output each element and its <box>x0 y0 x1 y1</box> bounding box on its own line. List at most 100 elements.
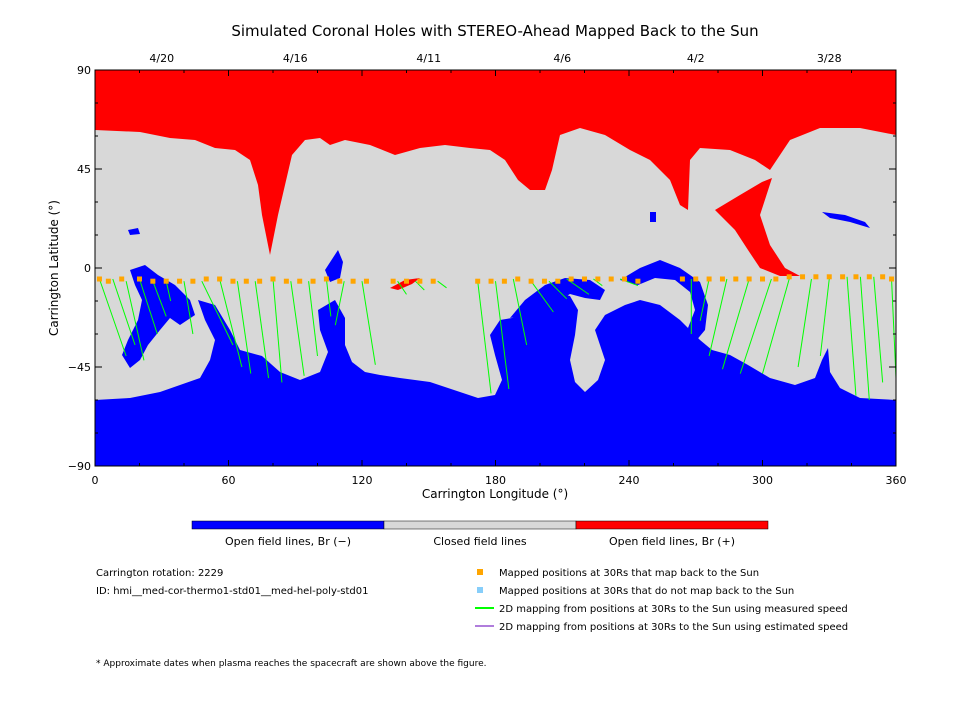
mapped-point <box>622 276 628 282</box>
colorbar-negative-swatch <box>191 520 385 530</box>
model-id-text: ID: hmi__med-cor-thermo1-std01__med-hel-… <box>96 586 369 597</box>
mapped-point <box>635 278 641 284</box>
mapped-point <box>105 278 111 284</box>
mapping-line <box>512 278 528 346</box>
mapped-point <box>283 278 289 284</box>
mapping-line <box>495 281 510 390</box>
negative-lobe-small-1 <box>325 250 343 282</box>
mapped-point <box>760 276 765 282</box>
mapped-point <box>150 278 156 284</box>
mapped-point <box>880 274 886 280</box>
mapped-point <box>515 276 521 282</box>
mapping-line <box>165 281 172 302</box>
mapping-line <box>530 280 554 313</box>
mapping-line <box>699 278 710 321</box>
top-date-label: 4/6 <box>553 52 571 65</box>
legend: Mapped positions at 30Rs that map back t… <box>475 568 848 633</box>
mapped-point <box>733 276 739 282</box>
top-date-label: 3/28 <box>817 52 842 65</box>
mapped-point <box>404 278 409 284</box>
mapped-point <box>203 276 209 282</box>
mapped-point <box>488 278 494 284</box>
mapped-point <box>257 278 263 284</box>
coronal-map: 0 60 120 180 240 300 360 90 45 0 −45 −90 4/20 4/16 4/1… <box>68 52 907 487</box>
colorbar-label-positive: Open field lines, Br (+) <box>609 535 735 548</box>
mapping-line <box>762 278 790 374</box>
mapping-line <box>125 281 145 361</box>
mapped-point <box>800 274 806 280</box>
mapped-point <box>541 278 547 284</box>
mapping-line <box>873 276 884 383</box>
mapping-line <box>98 278 127 357</box>
mapped-point <box>853 274 859 280</box>
y-tick-label: 0 <box>84 262 91 275</box>
mapping-line <box>254 281 270 379</box>
y-tick-label: −45 <box>68 361 91 374</box>
mapped-point <box>417 278 423 284</box>
mapping-line <box>819 278 830 357</box>
mapping-line <box>361 281 376 365</box>
mapping-line <box>201 280 234 346</box>
mapping-line <box>325 278 332 317</box>
top-date-label: 4/16 <box>283 52 308 65</box>
legend-lightblue-square-icon <box>477 587 483 593</box>
north-positive-polar-region <box>95 70 896 255</box>
mapping-line <box>139 278 158 335</box>
mapping-line <box>739 278 772 374</box>
legend-label-estimated: 2D mapping from positions at 30Rs to the… <box>499 622 848 633</box>
mapped-points <box>96 274 895 284</box>
mapped-point <box>840 274 846 280</box>
top-date-label: 4/2 <box>687 52 705 65</box>
negative-lobe-center <box>510 278 605 318</box>
x-tick-label: 240 <box>619 474 640 487</box>
mapped-point <box>230 278 236 284</box>
mapped-point <box>337 278 343 284</box>
mapping-line <box>721 278 750 370</box>
mapping-line <box>183 281 194 335</box>
mapping-line <box>290 281 305 376</box>
negative-lobe-right <box>620 260 708 342</box>
mapping-line <box>272 278 283 383</box>
mapped-point <box>773 276 779 282</box>
mapping-line <box>891 278 896 379</box>
mapped-point <box>608 276 614 282</box>
mapped-point <box>528 278 534 284</box>
mapped-point <box>363 278 369 284</box>
mapped-point <box>501 278 507 284</box>
colorbar-positive-swatch <box>575 520 769 530</box>
mapped-point <box>323 276 329 282</box>
y-tick-label: 90 <box>77 64 91 77</box>
mapped-point <box>719 276 725 282</box>
mapping-line <box>152 281 167 317</box>
mapping-line <box>846 276 857 396</box>
mapped-point <box>555 278 561 284</box>
mapped-point <box>706 276 712 282</box>
positive-streak-region <box>390 278 420 290</box>
mapped-point <box>217 276 223 282</box>
x-tick-label: 60 <box>222 474 236 487</box>
top-date-label: 4/20 <box>149 52 174 65</box>
mapping-line <box>859 276 870 401</box>
mapped-point <box>693 276 699 282</box>
mapping-line <box>797 278 812 368</box>
mapped-point <box>786 274 792 280</box>
x-tick-label: 180 <box>485 474 506 487</box>
mapping-line <box>477 281 492 394</box>
legend-label-measured: 2D mapping from positions at 30Rs to the… <box>499 604 848 615</box>
mapping-line <box>219 278 243 368</box>
mapped-point <box>889 276 895 282</box>
mapped-point <box>679 276 685 282</box>
axes: 0 60 120 180 240 300 360 90 45 0 −45 −90 4/20 4/16 4/1… <box>68 52 907 487</box>
legend-orange-square-icon <box>477 569 483 575</box>
mapped-point <box>270 276 276 282</box>
mapped-point <box>568 276 574 282</box>
colorbar-label-negative: Open field lines, Br (−) <box>225 535 351 548</box>
y-axis-label: Carrington Latitude (°) <box>47 200 61 336</box>
mapped-point <box>119 276 125 282</box>
carrington-rotation-text: Carrington rotation: 2229 <box>96 568 223 579</box>
x-tick-label: 120 <box>352 474 373 487</box>
mapping-line <box>397 280 407 295</box>
mapped-point <box>350 278 356 284</box>
mapped-point <box>390 278 396 284</box>
